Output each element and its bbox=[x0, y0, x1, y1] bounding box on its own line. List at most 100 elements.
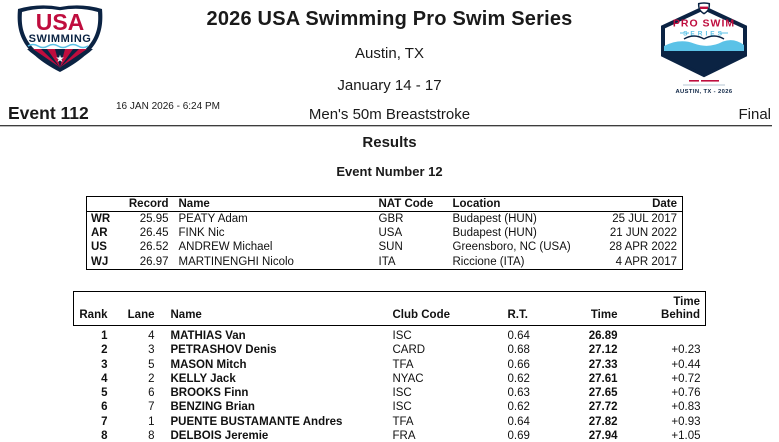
result-row: 2 3 PETRASHOV Denis CARD 0.68 27.12 +0.2… bbox=[74, 343, 706, 357]
event-round: Final bbox=[738, 106, 771, 123]
result-time: 27.65 bbox=[588, 387, 618, 400]
result-club: CARD bbox=[392, 344, 426, 357]
event-number-label: Event Number 12 bbox=[336, 164, 443, 179]
result-time-behind: +0.23 bbox=[671, 344, 701, 357]
result-lane: 2 bbox=[148, 372, 155, 385]
record-time: 26.45 bbox=[139, 227, 169, 240]
records-header-name: Name bbox=[168, 196, 377, 212]
records-header-record: Record bbox=[116, 196, 169, 212]
result-club: ISC bbox=[392, 401, 412, 414]
result-rank: 1 bbox=[101, 330, 108, 342]
result-time: 27.33 bbox=[588, 358, 618, 371]
result-reaction-time: 0.68 bbox=[507, 344, 530, 357]
record-holder: FINK Nic bbox=[178, 227, 225, 240]
result-row: 5 6 BROOKS Finn ISC 0.63 27.65 +0.76 bbox=[74, 386, 706, 400]
result-lane: 1 bbox=[148, 415, 155, 428]
result-time: 27.72 bbox=[588, 401, 618, 414]
wave-lines-icon bbox=[27, 43, 89, 49]
record-date: 21 JUN 2022 bbox=[609, 227, 677, 240]
record-date: 25 JUL 2017 bbox=[612, 213, 677, 225]
result-time: 27.94 bbox=[588, 430, 618, 442]
result-row: 7 1 PUENTE BUSTAMANTE Andres TFA 0.64 27… bbox=[74, 415, 706, 429]
record-type: AR bbox=[91, 227, 108, 240]
record-nat: ITA bbox=[378, 255, 396, 268]
result-club: FRA bbox=[392, 430, 416, 442]
usa-logo-text: USA bbox=[36, 9, 85, 35]
result-time: 27.82 bbox=[588, 415, 618, 428]
result-club: ISC bbox=[392, 387, 412, 400]
header-divider bbox=[0, 125, 772, 127]
result-swimmer-name: MASON Mitch bbox=[170, 358, 247, 371]
records-header-date: Date bbox=[600, 196, 683, 212]
result-rank: 8 bbox=[101, 430, 108, 442]
results-header-row: Rank Lane Name Club Code R.T. Time Time … bbox=[73, 291, 706, 326]
records-header-type bbox=[86, 196, 117, 212]
event-label: Event 112 bbox=[8, 103, 89, 123]
results-header-time: Time bbox=[590, 309, 618, 321]
record-date: 28 APR 2022 bbox=[609, 241, 677, 254]
record-holder: ANDREW Michael bbox=[178, 241, 273, 254]
result-time: 26.89 bbox=[588, 330, 618, 342]
badge-decor-icon bbox=[683, 80, 725, 86]
result-time-behind: +0.76 bbox=[671, 387, 701, 400]
result-time-behind: +0.44 bbox=[671, 358, 701, 371]
meet-location: Austin, TX bbox=[355, 45, 424, 62]
result-rank: 2 bbox=[101, 344, 108, 357]
result-club: TFA bbox=[392, 358, 414, 371]
record-location: Riccione (ITA) bbox=[452, 255, 525, 268]
star-icon: ★ bbox=[56, 54, 65, 65]
results-header-rank: Rank bbox=[79, 309, 108, 321]
records-table: Record Name NAT Code Location Date WR 25… bbox=[86, 196, 683, 270]
result-row: 6 7 BENZING Brian ISC 0.62 27.72 +0.83 bbox=[74, 400, 706, 414]
record-time: 26.97 bbox=[139, 255, 169, 268]
record-type: US bbox=[91, 241, 107, 254]
result-club: TFA bbox=[392, 415, 414, 428]
result-club: ISC bbox=[392, 330, 412, 342]
result-lane: 4 bbox=[148, 330, 155, 342]
event-name: Men's 50m Breaststroke bbox=[308, 106, 471, 123]
result-reaction-time: 0.62 bbox=[507, 372, 530, 385]
records-header-nat-code: NAT Code bbox=[376, 196, 451, 212]
results-header-lane: Lane bbox=[127, 309, 155, 321]
result-row: 8 8 DELBOIS Jeremie FRA 0.69 27.94 +1.05 bbox=[74, 429, 706, 442]
result-row: 1 4 MATHIAS Van ISC 0.64 26.89 bbox=[74, 326, 706, 344]
results-header-club-code: Club Code bbox=[392, 309, 451, 321]
record-location: Greensboro, NC (USA) bbox=[452, 241, 571, 254]
record-time: 26.52 bbox=[139, 241, 169, 254]
result-swimmer-name: MATHIAS Van bbox=[170, 330, 246, 342]
result-reaction-time: 0.66 bbox=[507, 358, 530, 371]
result-swimmer-name: PUENTE BUSTAMANTE Andres bbox=[170, 415, 343, 428]
result-swimmer-name: KELLY Jack bbox=[170, 372, 236, 385]
record-type: WJ bbox=[91, 255, 109, 268]
result-lane: 5 bbox=[148, 358, 155, 371]
results-header-name: Name bbox=[170, 309, 202, 321]
record-location: Budapest (HUN) bbox=[452, 213, 537, 225]
result-time: 27.12 bbox=[588, 344, 618, 357]
event-datetime: 16 JAN 2026 - 6:24 PM bbox=[116, 101, 220, 112]
record-row: WR 25.95 PEATY Adam GBR Budapest (HUN) 2… bbox=[87, 212, 683, 227]
result-rank: 4 bbox=[101, 372, 108, 385]
record-date: 4 APR 2017 bbox=[615, 255, 677, 268]
results-table: Rank Lane Name Club Code R.T. Time Time … bbox=[73, 291, 706, 442]
result-reaction-time: 0.69 bbox=[507, 430, 530, 442]
records-header-location: Location bbox=[450, 196, 601, 212]
usa-swimming-logo: USA SWIMMING ★ bbox=[17, 5, 103, 72]
result-swimmer-name: DELBOIS Jeremie bbox=[170, 430, 269, 442]
result-club: NYAC bbox=[392, 372, 424, 385]
result-swimmer-name: PETRASHOV Denis bbox=[170, 344, 277, 357]
result-rank: 7 bbox=[101, 415, 108, 428]
record-type: WR bbox=[91, 213, 111, 225]
result-rank: 5 bbox=[101, 387, 108, 400]
result-swimmer-name: BENZING Brian bbox=[170, 401, 255, 414]
usa-logo-swimming-text: SWIMMING bbox=[29, 33, 92, 45]
page-title: 2026 USA Swimming Pro Swim Series bbox=[206, 8, 573, 30]
record-nat: USA bbox=[378, 227, 403, 240]
pro-swim-series-badge: PRO SWIM SERIES AUSTIN, TX - 2026 bbox=[661, 2, 747, 95]
series-text: SERIES bbox=[683, 31, 725, 38]
result-reaction-time: 0.64 bbox=[507, 415, 530, 428]
result-lane: 7 bbox=[148, 401, 155, 414]
result-time-behind: +0.72 bbox=[671, 372, 701, 385]
badge-footer-text: AUSTIN, TX - 2026 bbox=[675, 89, 732, 95]
record-time: 25.95 bbox=[139, 213, 169, 225]
pro-swim-text: PRO SWIM bbox=[673, 18, 735, 30]
